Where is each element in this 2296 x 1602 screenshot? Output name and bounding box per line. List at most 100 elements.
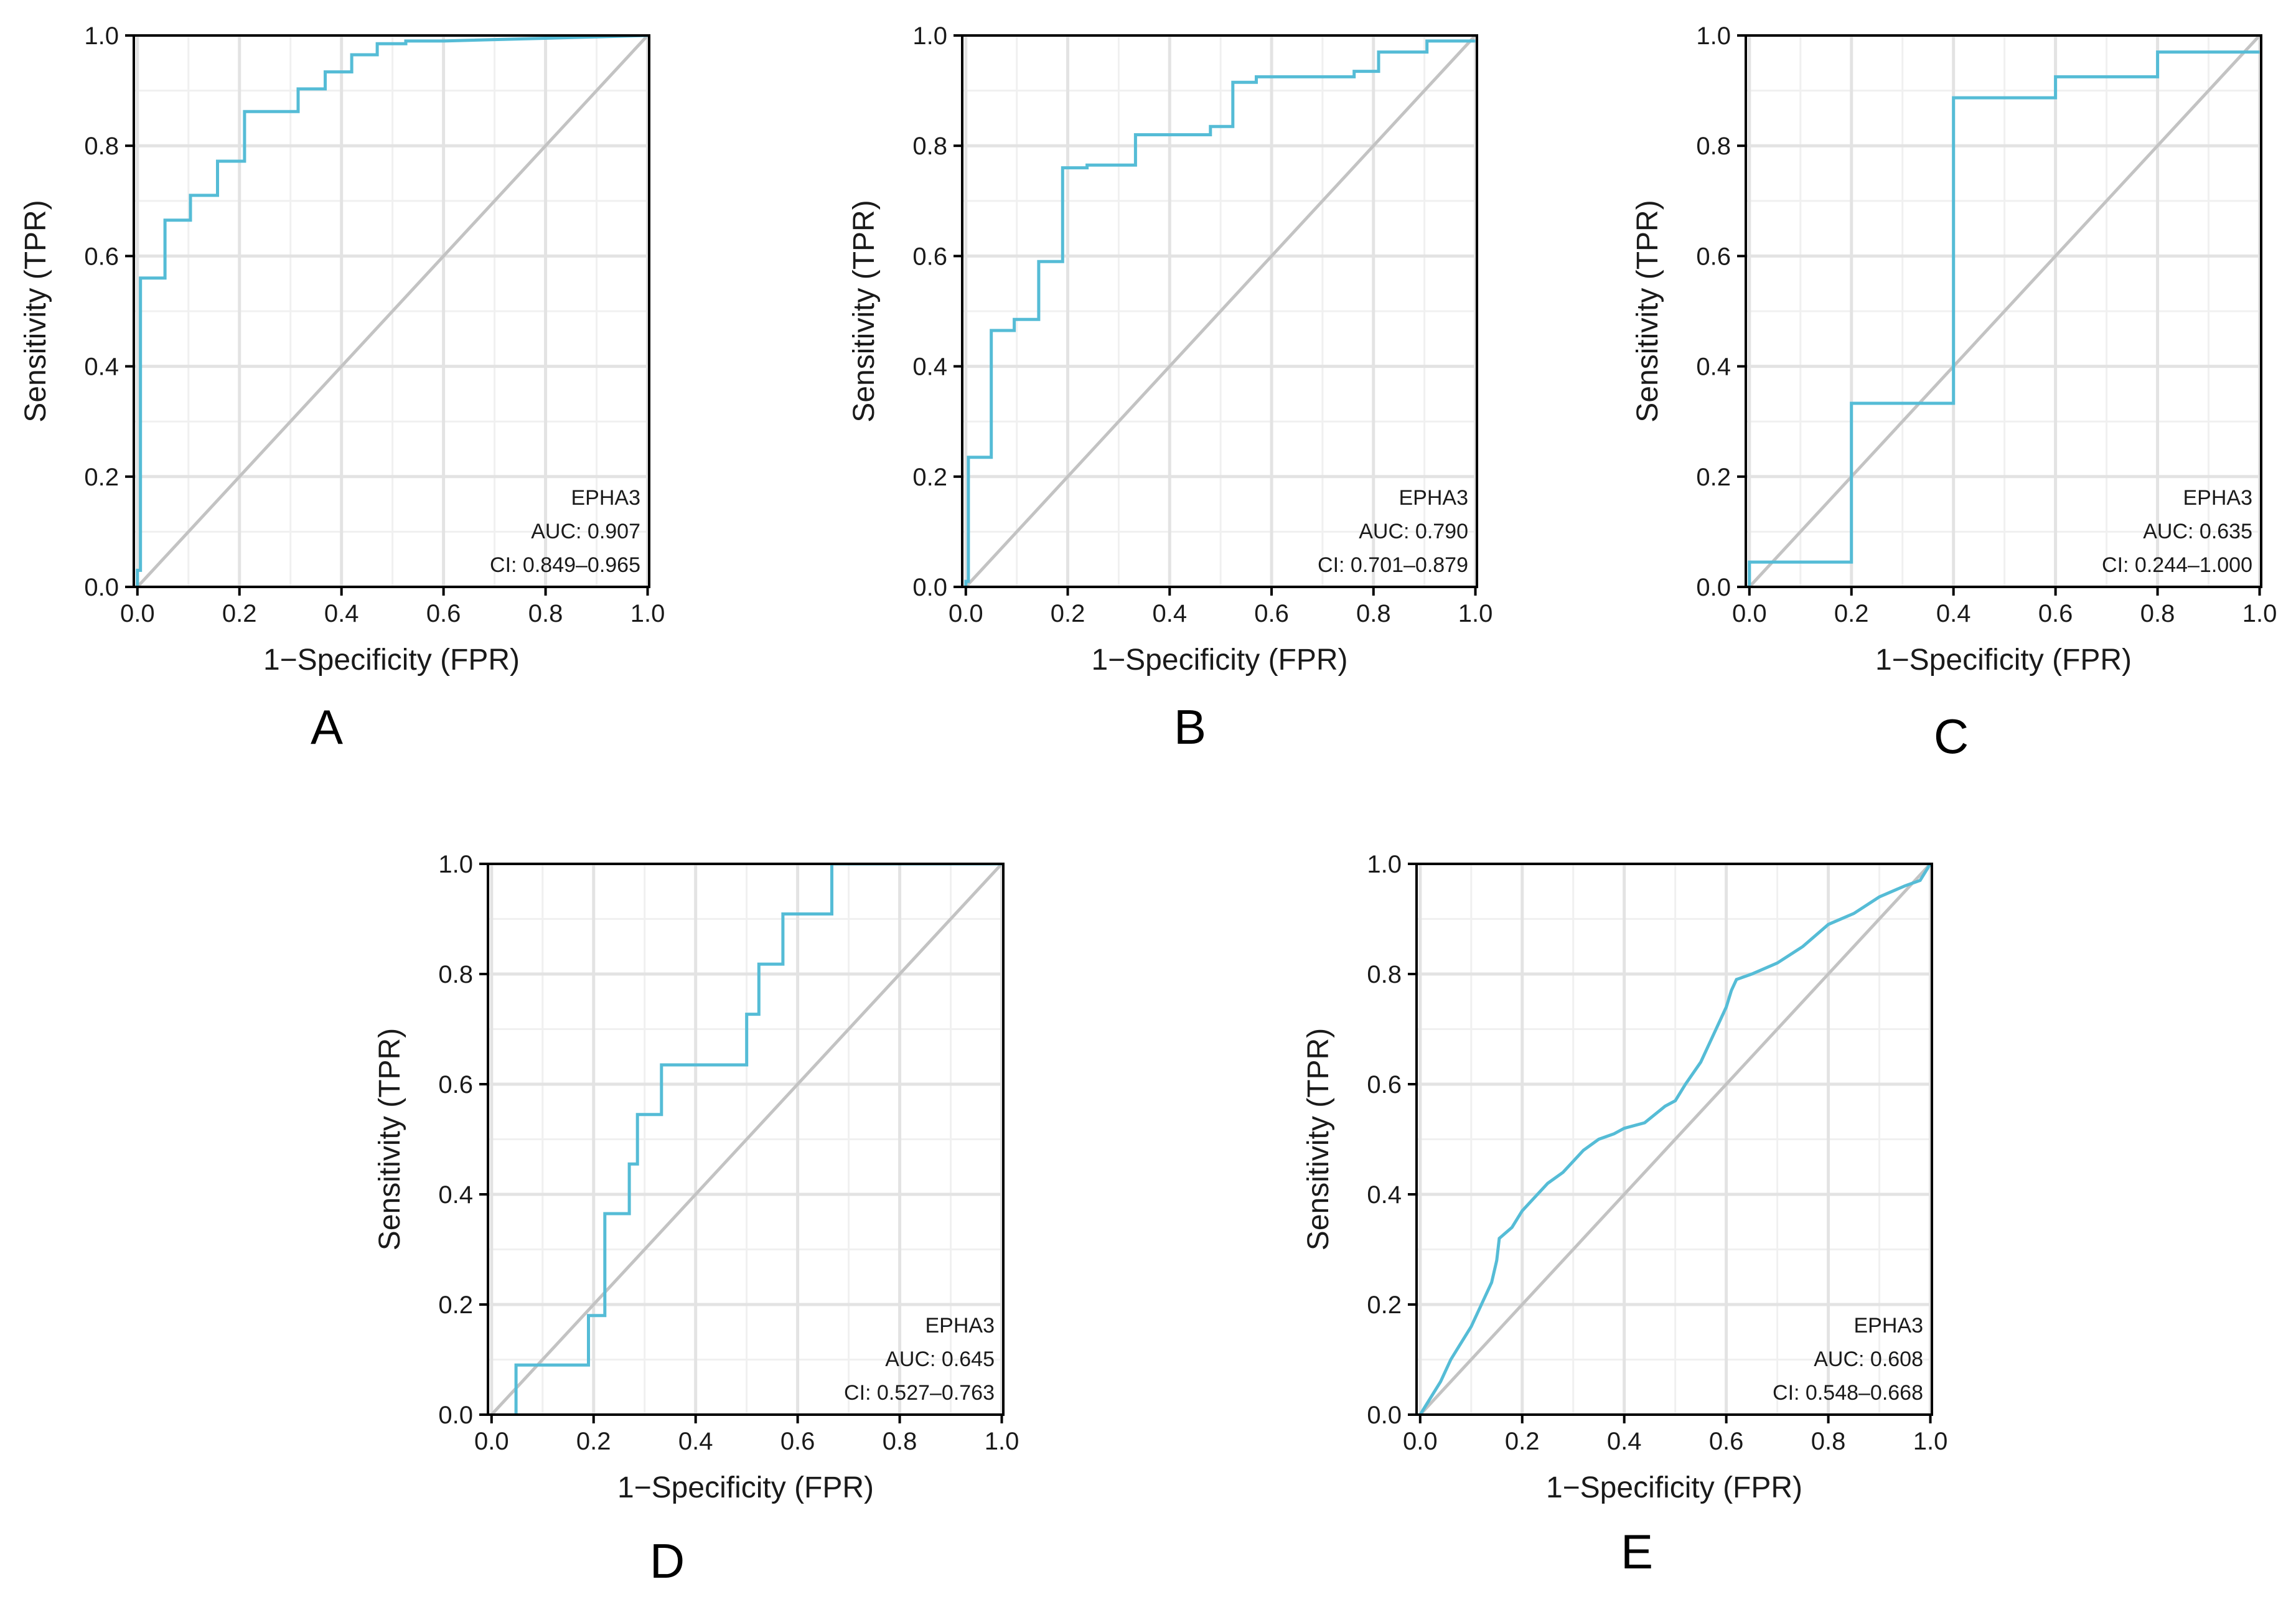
y-tick-label: 0.4 <box>1367 1181 1402 1209</box>
y-tick-label: 0.6 <box>1367 1071 1402 1098</box>
roc-curve-line <box>514 864 1002 1415</box>
series-group <box>1748 35 2261 587</box>
panel-label: C <box>1934 709 1969 764</box>
x-tick-label: 0.2 <box>1051 600 1085 627</box>
x-tick-label: 0.4 <box>1936 600 1971 627</box>
annotation-line: EPHA3 <box>1854 1314 1924 1337</box>
annotation-line: AUC: 0.790 <box>1359 520 1468 543</box>
annotation-line: EPHA3 <box>925 1314 995 1337</box>
x-tick-label: 0.0 <box>474 1428 509 1455</box>
x-axis-label: 1−Specificity (FPR) <box>1546 1471 1802 1504</box>
x-tick-label: 0.2 <box>222 600 257 627</box>
roc-panels: 0.0 0.2 0.4 0.6 0.8 1.0 0.0 0.2 0.4 0.6 0.8 1.0 1−Sp… <box>19 22 2277 1588</box>
auc-annotation: EPHA3 AUC: 0.645 CI: 0.527–0.763 <box>844 1314 995 1405</box>
series-group <box>136 35 649 587</box>
axis-ticks: 0.0 0.2 0.4 0.6 0.8 1.0 0.0 0.2 0.4 0.6 0.8 1.0 <box>912 22 1492 627</box>
y-tick-label: 0.6 <box>912 243 947 270</box>
x-tick-label: 1.0 <box>2242 600 2277 627</box>
roc-curve-line <box>136 35 648 587</box>
y-tick-label: 0.2 <box>1367 1291 1402 1319</box>
annotation-line: CI: 0.244–1.000 <box>2102 553 2252 577</box>
x-tick-label: 0.2 <box>1834 600 1869 627</box>
annotation-line: EPHA3 <box>571 486 641 510</box>
x-axis-label: 1−Specificity (FPR) <box>1091 644 1347 677</box>
y-tick-label: 0.0 <box>438 1402 473 1429</box>
x-tick-label: 0.8 <box>1811 1428 1846 1455</box>
x-tick-label: 0.0 <box>949 600 983 627</box>
x-tick-label: 0.6 <box>2038 600 2073 627</box>
x-tick-label: 0.8 <box>2140 600 2175 627</box>
y-tick-label: 1.0 <box>912 22 947 50</box>
annotation-line: CI: 0.527–0.763 <box>844 1381 995 1405</box>
y-axis-label: Sensitivity (TPR) <box>1631 200 1664 422</box>
y-tick-label: 0.4 <box>438 1181 473 1209</box>
y-tick-label: 0.8 <box>84 133 119 160</box>
x-tick-label: 0.4 <box>1152 600 1187 627</box>
series-group <box>1418 864 1932 1415</box>
x-tick-label: 1.0 <box>1913 1428 1948 1455</box>
y-tick-label: 0.2 <box>438 1291 473 1319</box>
annotation-line: CI: 0.849–0.965 <box>490 553 640 577</box>
x-tick-label: 0.4 <box>1607 1428 1642 1455</box>
auc-annotation: EPHA3 AUC: 0.907 CI: 0.849–0.965 <box>490 486 640 577</box>
y-axis-label: Sensitivity (TPR) <box>19 200 52 422</box>
roc-panel-e: 0.0 0.2 0.4 0.6 0.8 1.0 0.0 0.2 0.4 0.6 0.8 1.0 1−Sp… <box>1302 851 1947 1579</box>
roc-curve-line <box>1748 50 2260 587</box>
y-tick-label: 0.6 <box>1696 243 1731 270</box>
plot-frame <box>133 34 650 588</box>
y-axis-label: Sensitivity (TPR) <box>373 1028 406 1250</box>
y-tick-label: 0.2 <box>1696 464 1731 491</box>
reference-diagonal-line <box>490 864 1003 1415</box>
x-axis-label: 1−Specificity (FPR) <box>1875 644 2132 677</box>
annotation-line: AUC: 0.645 <box>885 1347 995 1371</box>
annotation-line: AUC: 0.635 <box>2143 520 2252 543</box>
roc-panel-d: 0.0 0.2 0.4 0.6 0.8 1.0 0.0 0.2 0.4 0.6 0.8 1.0 1−Sp… <box>373 851 1019 1588</box>
annotation-line: EPHA3 <box>2183 486 2253 510</box>
x-tick-label: 0.6 <box>426 600 461 627</box>
roc-panel-c: 0.0 0.2 0.4 0.6 0.8 1.0 0.0 0.2 0.4 0.6 0.8 1.0 1−Sp… <box>1631 22 2277 764</box>
reference-diagonal-line <box>136 35 649 587</box>
x-tick-label: 0.4 <box>324 600 359 627</box>
series-group <box>964 35 1477 587</box>
annotation-line: CI: 0.701–0.879 <box>1318 553 1468 577</box>
axis-ticks: 0.0 0.2 0.4 0.6 0.8 1.0 0.0 0.2 0.4 0.6 0.8 1.0 <box>1367 851 1947 1455</box>
roc-curve-line <box>1418 864 1932 1415</box>
roc-panel-a: 0.0 0.2 0.4 0.6 0.8 1.0 0.0 0.2 0.4 0.6 0.8 1.0 1−Sp… <box>19 22 665 754</box>
grid <box>134 35 649 587</box>
auc-annotation: EPHA3 AUC: 0.608 CI: 0.548–0.668 <box>1773 1314 1923 1405</box>
panel-label: A <box>311 700 343 754</box>
x-axis-label: 1−Specificity (FPR) <box>263 644 520 677</box>
x-tick-label: 0.6 <box>1709 1428 1744 1455</box>
annotation-line: CI: 0.548–0.668 <box>1773 1381 1923 1405</box>
x-tick-label: 0.2 <box>1505 1428 1540 1455</box>
x-tick-label: 0.0 <box>1732 600 1767 627</box>
y-tick-label: 0.8 <box>912 133 947 160</box>
x-tick-label: 0.0 <box>120 600 155 627</box>
y-tick-label: 1.0 <box>1367 851 1402 878</box>
reference-diagonal-line <box>1748 35 2261 587</box>
y-tick-label: 0.6 <box>84 243 119 270</box>
y-tick-label: 0.2 <box>84 464 119 491</box>
x-axis-label: 1−Specificity (FPR) <box>617 1471 874 1504</box>
panel-label: D <box>650 1534 685 1588</box>
y-tick-label: 1.0 <box>1696 22 1731 50</box>
y-tick-label: 0.8 <box>438 961 473 988</box>
y-tick-label: 0.8 <box>1367 961 1402 988</box>
axis-ticks: 0.0 0.2 0.4 0.6 0.8 1.0 0.0 0.2 0.4 0.6 0.8 1.0 <box>84 22 665 627</box>
y-tick-label: 0.4 <box>84 354 119 381</box>
plot-frame <box>1745 34 2262 588</box>
x-tick-label: 1.0 <box>630 600 665 627</box>
reference-diagonal-line <box>1418 864 1932 1415</box>
plot-frame <box>1415 863 1933 1416</box>
reference-diagonal-line <box>964 35 1477 587</box>
x-tick-label: 0.6 <box>1254 600 1289 627</box>
series-group <box>490 864 1003 1415</box>
x-tick-label: 0.8 <box>528 600 563 627</box>
x-tick-label: 0.4 <box>678 1428 713 1455</box>
plot-frame <box>961 34 1478 588</box>
x-tick-label: 1.0 <box>985 1428 1019 1455</box>
y-tick-label: 0.0 <box>912 574 947 601</box>
x-tick-label: 0.2 <box>576 1428 611 1455</box>
plot-frame <box>487 863 1005 1416</box>
